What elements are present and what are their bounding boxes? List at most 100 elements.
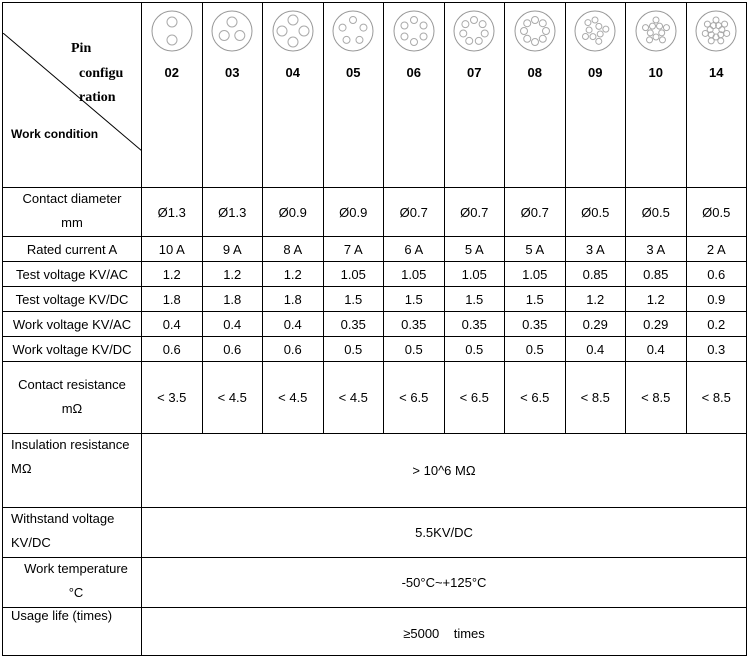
pin-hole — [338, 23, 347, 32]
header-row: Pin configu ration Work condition 02 03 04… — [2, 2, 747, 188]
cell: < 8.5 — [564, 361, 626, 434]
cell: Ø0.5 — [685, 187, 747, 237]
cell: 9 A — [201, 236, 263, 262]
diagonal — [3, 33, 142, 152]
pin-hole — [646, 29, 654, 37]
column-label: 07 — [467, 65, 482, 80]
pin-hole — [519, 27, 528, 35]
pin-hole — [710, 22, 718, 30]
pin-hole — [475, 36, 484, 45]
pin-hole — [419, 21, 428, 30]
corner-text: Pin — [71, 41, 92, 56]
pin-hole — [465, 36, 474, 45]
column-label: 08 — [527, 65, 542, 80]
cell: 3 A — [564, 236, 626, 262]
pin-hole — [662, 24, 670, 32]
span-row: Usage life (times) ≥5000 times — [2, 607, 747, 656]
cell: 3 A — [625, 236, 687, 262]
cell: 1.2 — [262, 261, 324, 287]
cell: < 8.5 — [685, 361, 747, 434]
cell: 0.6 — [201, 336, 263, 362]
cell: 0.6 — [262, 336, 324, 362]
data-row: Test voltage KV/AC 1.2 1.2 1.2 1.05 1.05 1.05 1… — [2, 261, 747, 287]
merged-cell: > 10^6 MΩ — [141, 433, 747, 508]
cell: 0.5 — [383, 336, 445, 362]
label-line: Insulation resistance — [11, 437, 130, 452]
label-line: Work temperature — [24, 561, 128, 576]
label-line: Rated current A — [26, 241, 118, 257]
column-header: 03 — [201, 2, 263, 188]
cell: 0.5 — [443, 336, 505, 362]
pin-hole — [645, 36, 653, 44]
pin-hole — [530, 16, 539, 24]
row-label: Contact resistance mΩ — [2, 361, 142, 434]
pin-outline — [453, 10, 495, 52]
data-row: Contact resistance mΩ < 3.5 < 4.5 < 4.5 < 4.5… — [2, 361, 747, 434]
pin-hole — [359, 23, 368, 32]
cell: Ø1.3 — [141, 187, 203, 237]
pin-hole — [657, 29, 665, 37]
cell: 8 A — [262, 236, 324, 262]
pin-hole — [658, 36, 666, 44]
cell: 1.5 — [383, 286, 445, 312]
span-row: Withstand voltage KV/DC 5.5KV/DC — [2, 507, 747, 558]
cell: 1.2 — [141, 261, 203, 287]
pin-outline — [151, 10, 193, 52]
row-label: Withstand voltage KV/DC — [2, 507, 142, 558]
pin-outline — [635, 10, 677, 52]
cell: < 4.5 — [322, 361, 384, 434]
pin-icon — [695, 10, 737, 52]
pin-hole — [655, 22, 663, 30]
column-header: 14 — [685, 2, 747, 188]
cell: 1.2 — [201, 261, 263, 287]
merged-cell: 5.5KV/DC — [141, 507, 747, 558]
cell: 2 A — [685, 236, 747, 262]
pin-hole — [707, 37, 715, 45]
column-header: 04 — [262, 2, 324, 188]
pin-hole — [166, 16, 178, 28]
pin-hole — [723, 29, 731, 37]
merged-cell: -50°C~+125°C — [141, 557, 747, 608]
cell: Ø1.3 — [201, 187, 263, 237]
column-label: 05 — [346, 65, 361, 80]
cell: 0.29 — [625, 311, 687, 337]
pin-hole — [584, 19, 592, 27]
cell: Ø0.5 — [625, 187, 687, 237]
cell: 1.5 — [443, 286, 505, 312]
cell: 1.05 — [383, 261, 445, 287]
label-line: Contact diameter — [22, 191, 122, 206]
span-row: Insulation resistance MΩ > 10^6 MΩ — [2, 433, 747, 508]
cell: 0.4 — [625, 336, 687, 362]
cell: 7 A — [322, 236, 384, 262]
cell: 1.2 — [564, 286, 626, 312]
pin-icon — [453, 10, 495, 52]
cell: 0.35 — [443, 311, 505, 337]
pin-icon — [211, 10, 253, 52]
cell: 1.5 — [322, 286, 384, 312]
cell: Ø0.9 — [322, 187, 384, 237]
pin-hole — [589, 33, 597, 41]
corner-cell: Pin configu ration Work condition — [2, 2, 142, 188]
row-label: Contact diameter mm — [2, 187, 142, 237]
cell: 5 A — [443, 236, 505, 262]
pin-hole — [538, 19, 547, 28]
row-label: Insulation resistance MΩ — [2, 433, 142, 508]
pin-outline — [695, 10, 737, 52]
corner-text: ration — [79, 90, 116, 105]
pin-hole — [585, 26, 593, 34]
pin-hole — [409, 38, 418, 46]
column-header: 06 — [383, 2, 445, 188]
cell: 1.05 — [322, 261, 384, 287]
pin-hole — [582, 33, 590, 40]
pin-icon — [272, 10, 314, 52]
cell: 0.4 — [141, 311, 203, 337]
cell: < 4.5 — [262, 361, 324, 434]
pin-icon — [332, 10, 374, 52]
label-line: Test voltage KV/AC — [16, 266, 128, 282]
cell: 5 A — [504, 236, 566, 262]
pin-hole — [166, 34, 178, 46]
